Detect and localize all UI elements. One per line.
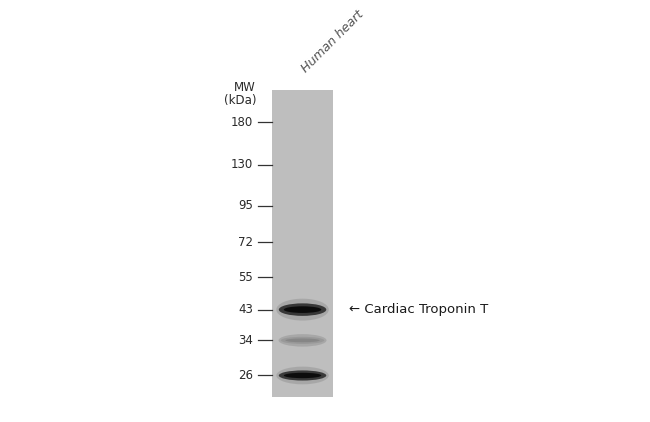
- Text: 72: 72: [238, 235, 253, 249]
- Text: 130: 130: [231, 158, 253, 171]
- Text: 34: 34: [238, 334, 253, 347]
- Text: (kDa): (kDa): [224, 94, 256, 107]
- Ellipse shape: [279, 303, 326, 316]
- Ellipse shape: [276, 299, 329, 321]
- Text: Human heart: Human heart: [300, 8, 367, 75]
- Text: 180: 180: [231, 116, 253, 129]
- Text: 55: 55: [238, 271, 253, 284]
- Bar: [272, 90, 333, 398]
- Text: 43: 43: [238, 303, 253, 316]
- Ellipse shape: [279, 334, 326, 346]
- Ellipse shape: [279, 371, 326, 381]
- Ellipse shape: [281, 337, 324, 344]
- Ellipse shape: [285, 338, 320, 342]
- Ellipse shape: [276, 367, 329, 384]
- Text: 95: 95: [238, 199, 253, 212]
- Ellipse shape: [284, 373, 321, 378]
- Text: 26: 26: [238, 369, 253, 382]
- Text: ← Cardiac Troponin T: ← Cardiac Troponin T: [349, 303, 488, 316]
- Text: MW: MW: [234, 81, 256, 94]
- Ellipse shape: [284, 306, 321, 313]
